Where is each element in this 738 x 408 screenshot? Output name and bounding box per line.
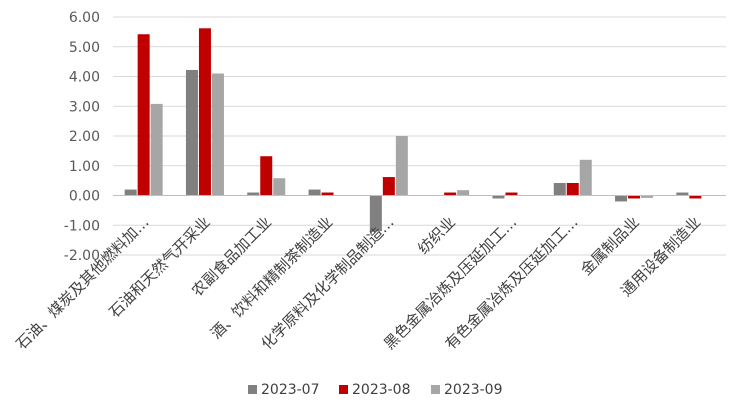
bar-2023-07 — [124, 189, 137, 196]
legend-swatch — [248, 385, 257, 394]
y-tick-label: -1.00 — [64, 218, 100, 234]
y-tick-label: 0.00 — [69, 189, 100, 205]
x-category-label: 酒、饮料和精制茶制造业 — [207, 213, 336, 342]
bar-2023-07 — [185, 69, 198, 196]
legend-swatch — [431, 385, 440, 394]
x-category-label: 纺织业 — [414, 213, 459, 258]
bar-2023-07 — [369, 195, 382, 232]
y-tick-label: 4.00 — [69, 70, 100, 86]
x-axis: 石油、煤炭及其他燃料加…石油和天然气开采业农副食品加工业酒、饮料和精制茶制造业化… — [13, 195, 726, 353]
y-tick-label: 5.00 — [69, 40, 100, 56]
bar-2023-08 — [505, 192, 518, 196]
bar-2023-07 — [676, 192, 689, 196]
bar-2023-08 — [137, 34, 150, 196]
bar-2023-09 — [211, 73, 224, 196]
bar-2023-09 — [641, 195, 654, 198]
bars — [124, 28, 702, 232]
bar-2023-08 — [444, 192, 457, 196]
y-tick-label: 1.00 — [69, 159, 100, 175]
bar-2023-09 — [150, 103, 163, 196]
legend-label: 2023-07 — [261, 382, 320, 398]
y-axis: 6.00 5.00 4.00 3.00 2.00 1.00 0.00 -1.00 -2.00 — [64, 10, 100, 264]
y-tick-label: 3.00 — [69, 99, 100, 115]
y-tick-label: 6.00 — [69, 10, 100, 26]
legend-label: 2023-09 — [444, 382, 503, 398]
bar-2023-08 — [198, 28, 211, 196]
legend: 2023-07 2023-08 2023-09 — [248, 382, 503, 398]
bar-2023-09 — [273, 178, 286, 196]
bar-2023-09 — [579, 159, 592, 196]
y-tick-label: -2.00 — [64, 248, 100, 264]
bar-2023-07 — [553, 183, 566, 196]
bar-2023-07 — [492, 195, 505, 199]
bar-2023-08 — [566, 183, 579, 196]
bar-2023-08 — [382, 177, 395, 196]
bar-2023-09 — [457, 190, 470, 196]
bar-2023-07 — [308, 189, 321, 196]
bar-2023-07 — [247, 192, 260, 196]
y-tick-label: 2.00 — [69, 129, 100, 145]
bar-2023-07 — [615, 195, 628, 202]
legend-swatch — [339, 385, 348, 394]
x-category-label: 石油和天然气开采业 — [106, 213, 214, 321]
bar-2023-09 — [395, 136, 408, 196]
bar-2023-08 — [260, 156, 273, 196]
x-category-label: 金属制品业 — [577, 213, 643, 279]
bar-2023-08 — [689, 195, 702, 199]
bar-2023-08 — [628, 195, 641, 199]
bar-2023-08 — [321, 192, 334, 196]
legend-label: 2023-08 — [352, 382, 411, 398]
